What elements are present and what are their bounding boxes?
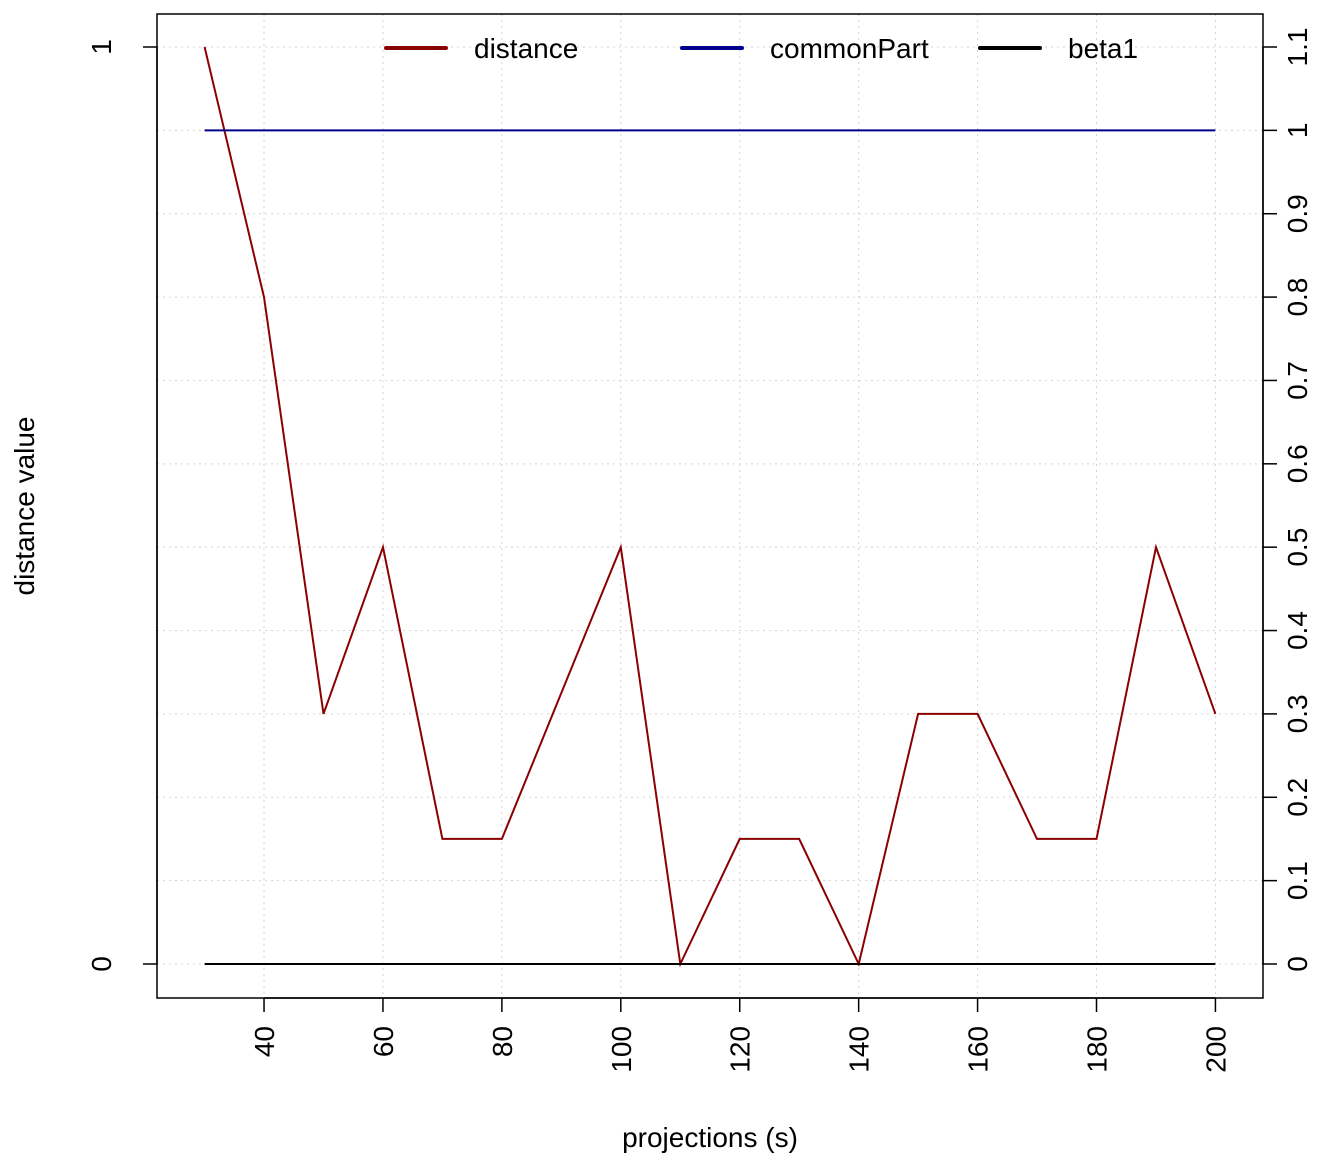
x-axis-title: projections (s)	[622, 1122, 798, 1153]
series-lines	[203, 46, 1217, 968]
y-left-tick-label: 1	[86, 39, 117, 55]
y-left-tick-label: 0	[86, 956, 117, 972]
y-right-tick-label: 0.9	[1282, 194, 1313, 233]
y-right-tick-label: 0.4	[1282, 611, 1313, 650]
y-right-tick-label: 0	[1282, 956, 1313, 972]
y-axis-right: 0 0.1 0.2 0.3 0.4 0.5 0.6 0.7 0.8 0.9 1 1.1	[1262, 28, 1313, 972]
x-tick-label: 120	[725, 1026, 756, 1073]
grid	[157, 14, 1263, 998]
y-right-tick-label: 0.6	[1282, 444, 1313, 483]
y-right-tick-label: 0.1	[1282, 861, 1313, 900]
x-tick-label: 60	[368, 1026, 399, 1057]
x-axis: 40 60 80 100 120 140 160 180 200	[249, 997, 1231, 1073]
y-right-tick-label: 0.3	[1282, 694, 1313, 733]
x-tick-label: 100	[606, 1026, 637, 1073]
y-right-tick-label: 0.8	[1282, 278, 1313, 317]
legend-label-commonPart: commonPart	[770, 33, 929, 64]
y-right-tick-label: 1.1	[1282, 28, 1313, 67]
legend-label-beta1: beta1	[1068, 33, 1138, 64]
plot-frame	[156, 13, 1264, 999]
legend: distance commonPart beta1	[384, 33, 1138, 64]
y-axis-left: 01	[86, 39, 158, 972]
y-right-tick-label: 0.2	[1282, 778, 1313, 817]
legend-label-distance: distance	[474, 33, 578, 64]
x-tick-label: 140	[844, 1026, 875, 1073]
x-tick-label: 160	[963, 1026, 994, 1073]
y-right-tick-label: 0.5	[1282, 528, 1313, 567]
x-tick-label: 80	[487, 1026, 518, 1057]
x-tick-label: 180	[1082, 1026, 1113, 1073]
x-tick-label: 40	[249, 1026, 280, 1057]
x-tick-label: 200	[1200, 1026, 1231, 1073]
y-axis-title: distance value	[9, 416, 40, 595]
y-right-tick-label: 1	[1282, 123, 1313, 139]
y-right-tick-label: 0.7	[1282, 361, 1313, 400]
series-line-distance	[203, 46, 1217, 968]
